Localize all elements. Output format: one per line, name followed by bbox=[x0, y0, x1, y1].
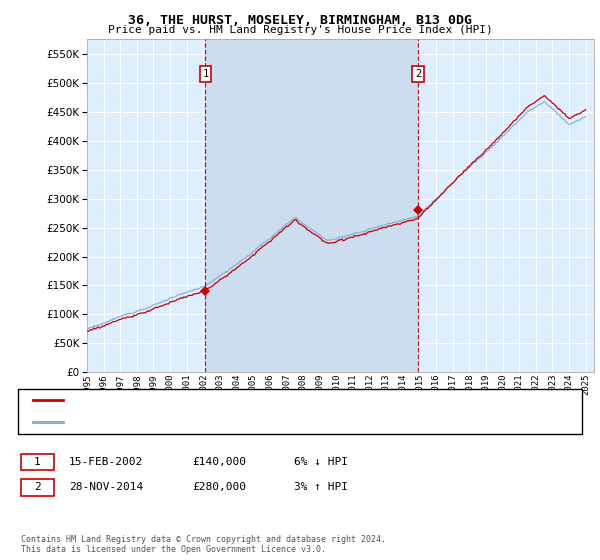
Text: 6% ↓ HPI: 6% ↓ HPI bbox=[294, 457, 348, 467]
Text: 3% ↑ HPI: 3% ↑ HPI bbox=[294, 482, 348, 492]
Text: Contains HM Land Registry data © Crown copyright and database right 2024.
This d: Contains HM Land Registry data © Crown c… bbox=[21, 535, 386, 554]
Text: £280,000: £280,000 bbox=[192, 482, 246, 492]
Text: 15-FEB-2002: 15-FEB-2002 bbox=[69, 457, 143, 467]
Text: HPI: Average price, detached house, Birmingham: HPI: Average price, detached house, Birm… bbox=[69, 417, 356, 427]
Text: £140,000: £140,000 bbox=[192, 457, 246, 467]
Text: 1: 1 bbox=[34, 457, 41, 467]
Text: 1: 1 bbox=[202, 69, 208, 79]
Text: 28-NOV-2014: 28-NOV-2014 bbox=[69, 482, 143, 492]
Text: 2: 2 bbox=[415, 69, 421, 79]
Bar bbox=[205, 39, 418, 372]
Text: 2: 2 bbox=[34, 482, 41, 492]
Text: 36, THE HURST, MOSELEY, BIRMINGHAM, B13 0DG: 36, THE HURST, MOSELEY, BIRMINGHAM, B13 … bbox=[128, 14, 472, 27]
Text: 36, THE HURST, MOSELEY, BIRMINGHAM, B13 0DG (detached house): 36, THE HURST, MOSELEY, BIRMINGHAM, B13 … bbox=[69, 395, 444, 405]
Text: Price paid vs. HM Land Registry's House Price Index (HPI): Price paid vs. HM Land Registry's House … bbox=[107, 25, 493, 35]
